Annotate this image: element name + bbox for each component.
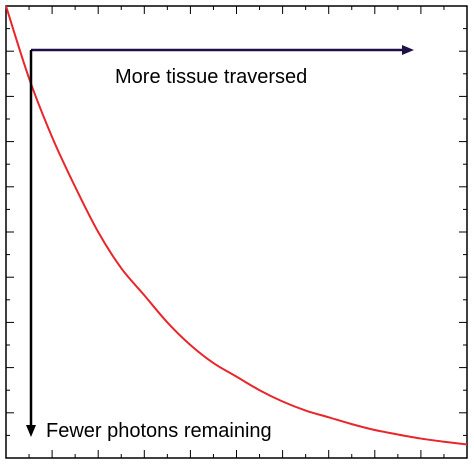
y-annotation: Fewer photons remaining (26, 50, 272, 442)
series-line-0 (5, 5, 468, 446)
axis-ticks (6, 6, 467, 458)
y-annotation-label: Fewer photons remaining (46, 420, 272, 442)
series-layer (5, 5, 468, 446)
x-annotation: More tissue traversed (31, 45, 414, 88)
y-arrow-head (26, 425, 36, 437)
plot-frame (5, 5, 468, 459)
x-arrow-head (402, 45, 414, 55)
x-annotation-label: More tissue traversed (115, 66, 307, 88)
